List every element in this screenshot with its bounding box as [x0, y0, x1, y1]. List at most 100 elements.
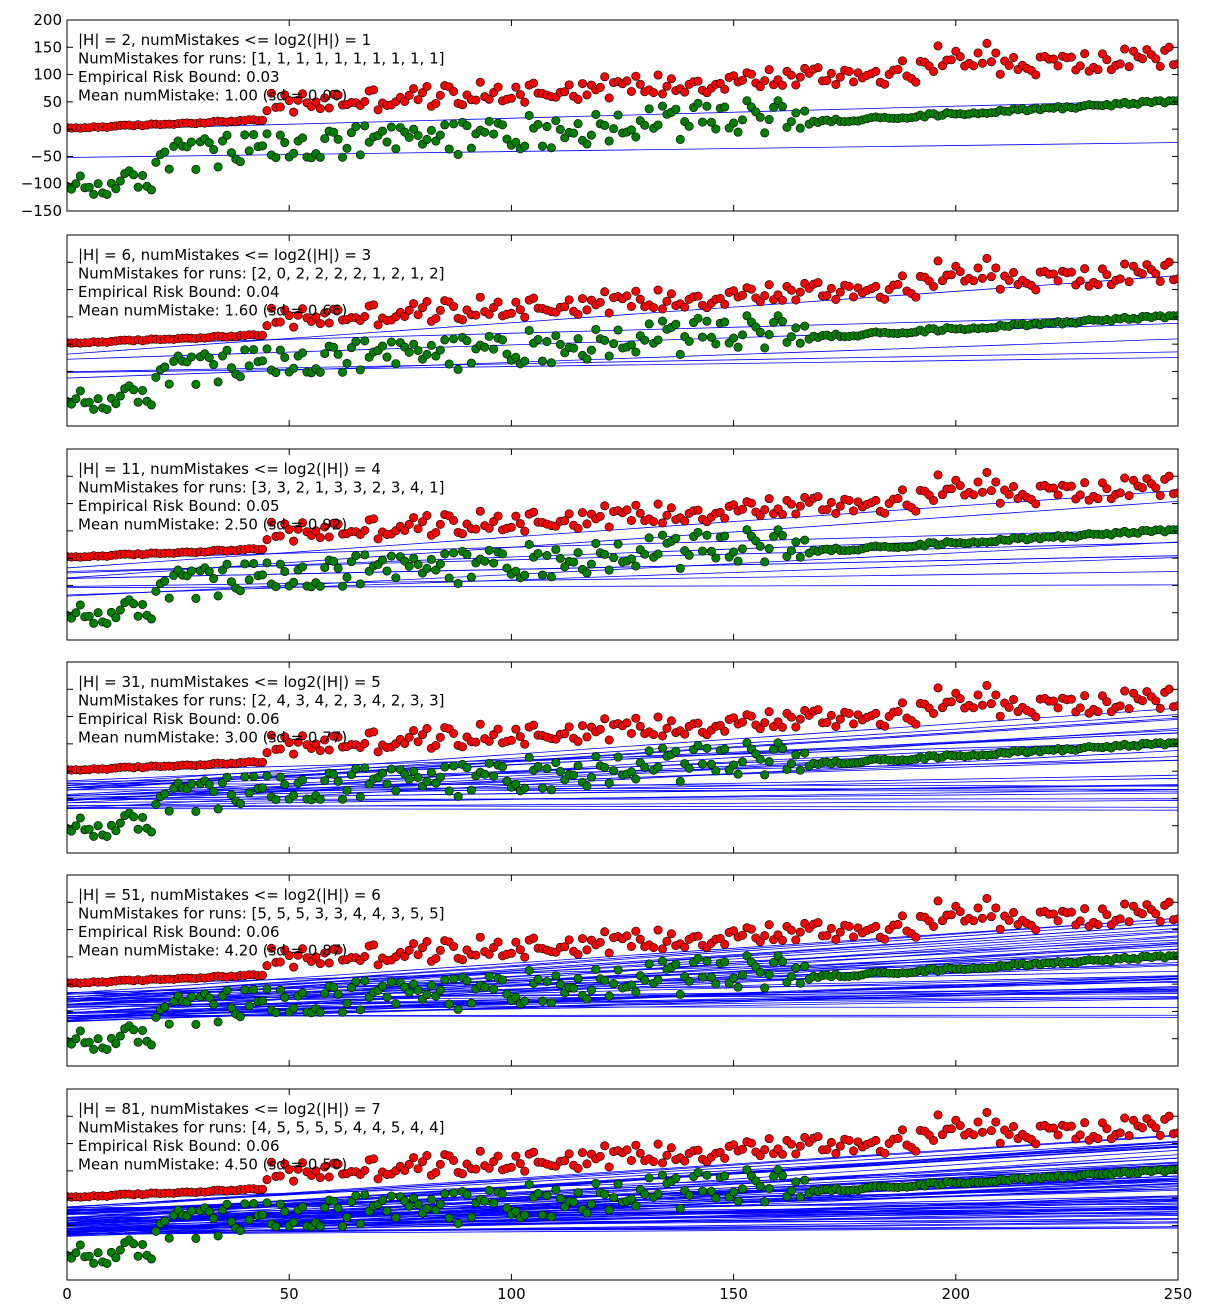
- positive-point: [631, 71, 641, 81]
- positive-point: [1009, 52, 1019, 62]
- positive-point: [666, 716, 676, 726]
- negative-point: [164, 1019, 174, 1029]
- negative-point: [498, 335, 508, 345]
- positive-point: [693, 291, 703, 301]
- negative-point: [271, 153, 281, 163]
- negative-point: [697, 1186, 707, 1196]
- negative-point: [769, 102, 779, 112]
- negative-point: [160, 1002, 170, 1012]
- y-tick-label: 200: [33, 11, 62, 29]
- negative-point: [315, 581, 325, 591]
- positive-point: [315, 1173, 325, 1183]
- positive-point: [333, 1159, 343, 1169]
- positive-point: [475, 292, 485, 302]
- positive-point: [413, 950, 423, 960]
- negative-point: [729, 973, 739, 983]
- hypothesis-line: [67, 917, 1178, 998]
- negative-point: [222, 130, 232, 140]
- positive-point: [982, 38, 992, 48]
- negative-point: [444, 786, 454, 796]
- positive-point: [760, 931, 770, 941]
- negative-point: [360, 1190, 370, 1200]
- positive-point: [764, 920, 774, 930]
- positive-point: [982, 680, 992, 690]
- negative-point: [631, 1201, 641, 1211]
- negative-point: [320, 776, 330, 786]
- positive-point: [471, 95, 481, 105]
- negative-point: [160, 789, 170, 799]
- positive-point: [1004, 60, 1014, 70]
- positive-point: [573, 523, 583, 533]
- negative-point: [684, 1190, 694, 1200]
- positive-point: [311, 312, 321, 322]
- negative-point: [644, 1173, 654, 1183]
- negative-point: [626, 767, 636, 777]
- negative-point: [262, 129, 272, 139]
- positive-point: [849, 719, 859, 729]
- positive-point: [484, 94, 494, 104]
- negative-point: [449, 761, 459, 771]
- positive-point: [729, 286, 739, 296]
- negative-point: [542, 337, 552, 347]
- positive-point: [529, 933, 539, 943]
- positive-point: [422, 1150, 432, 1160]
- positive-point: [1031, 285, 1041, 295]
- positive-point: [333, 305, 343, 315]
- negative-point: [346, 557, 356, 567]
- positive-point: [991, 690, 1001, 700]
- negative-point: [671, 959, 681, 969]
- negative-point: [133, 611, 143, 621]
- positive-point: [1115, 914, 1125, 924]
- negative-point: [769, 1171, 779, 1181]
- positive-point: [1080, 264, 1090, 274]
- negative-point: [733, 342, 743, 352]
- negative-point: [777, 744, 787, 754]
- hypothesis-line: [67, 338, 1178, 379]
- negative-point: [640, 335, 650, 345]
- negative-point: [786, 972, 796, 982]
- positive-point: [258, 115, 268, 125]
- negative-point: [435, 1199, 445, 1209]
- positive-point: [369, 727, 379, 737]
- negative-point: [582, 994, 592, 1004]
- positive-point: [955, 481, 965, 491]
- negative-point: [209, 145, 219, 155]
- positive-point: [649, 88, 659, 98]
- positive-point: [622, 291, 632, 301]
- hypothesis-line: [67, 1200, 1178, 1237]
- positive-point: [995, 924, 1005, 934]
- negative-point: [129, 812, 139, 822]
- negative-point: [764, 970, 774, 980]
- negative-point: [315, 794, 325, 804]
- negative-point: [511, 992, 521, 1002]
- positive-point: [458, 100, 468, 110]
- positive-point: [764, 707, 774, 717]
- negative-point: [671, 104, 681, 114]
- negative-point: [151, 586, 161, 596]
- positive-point: [991, 903, 1001, 913]
- positive-point: [1151, 696, 1161, 706]
- negative-point: [604, 991, 614, 1001]
- negative-point: [315, 152, 325, 162]
- negative-point: [449, 334, 459, 344]
- negative-point: [742, 96, 752, 106]
- positive-point: [409, 84, 419, 94]
- negative-point: [591, 1178, 601, 1188]
- negative-point: [404, 347, 414, 357]
- negative-point: [480, 769, 490, 779]
- positive-point: [1066, 267, 1076, 277]
- positive-point: [315, 319, 325, 329]
- negative-point: [626, 980, 636, 990]
- positive-point: [315, 533, 325, 543]
- positive-point: [409, 513, 419, 523]
- negative-point: [613, 1179, 623, 1189]
- positive-point: [258, 330, 268, 340]
- positive-point: [955, 52, 965, 62]
- positive-point: [835, 72, 845, 82]
- positive-point: [1009, 481, 1019, 491]
- positive-point: [977, 1127, 987, 1137]
- panel-annotation: NumMistakes for runs: [4, 5, 5, 5, 5, 4,…: [78, 1119, 444, 1137]
- positive-point: [826, 68, 836, 78]
- positive-point: [1124, 491, 1134, 501]
- negative-point: [520, 1210, 530, 1220]
